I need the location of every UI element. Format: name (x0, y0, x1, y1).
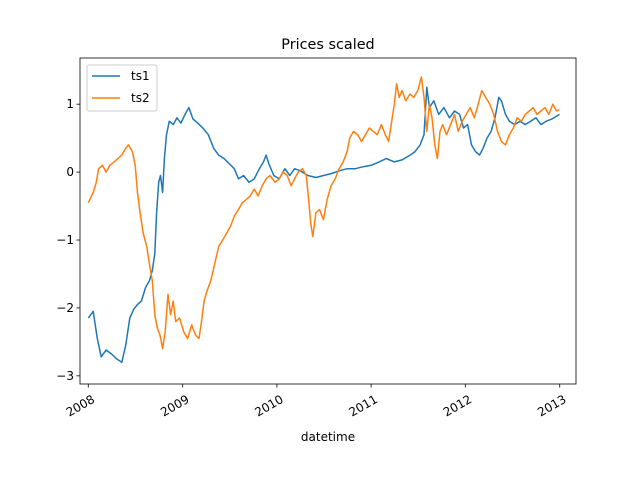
y-tick-label: −2 (56, 301, 74, 315)
y-axis: −3 −2 −1 0 1 (56, 97, 80, 383)
legend-label-ts1: ts1 (131, 69, 150, 83)
series-line-ts1 (87, 86, 560, 364)
legend-label-ts2: ts2 (131, 91, 150, 105)
chart-title: Prices scaled (281, 37, 374, 53)
y-tick-label: −1 (56, 233, 74, 247)
y-tick-label: −3 (56, 369, 74, 383)
plot-area-frame (79, 57, 577, 385)
legend: ts1 ts2 (86, 64, 158, 112)
x-axis-label: datetime (301, 430, 355, 444)
y-tick-label: 0 (66, 165, 74, 179)
y-tick-label: 1 (66, 97, 74, 111)
series-line-ts2 (87, 76, 560, 350)
series-layer (87, 76, 560, 364)
